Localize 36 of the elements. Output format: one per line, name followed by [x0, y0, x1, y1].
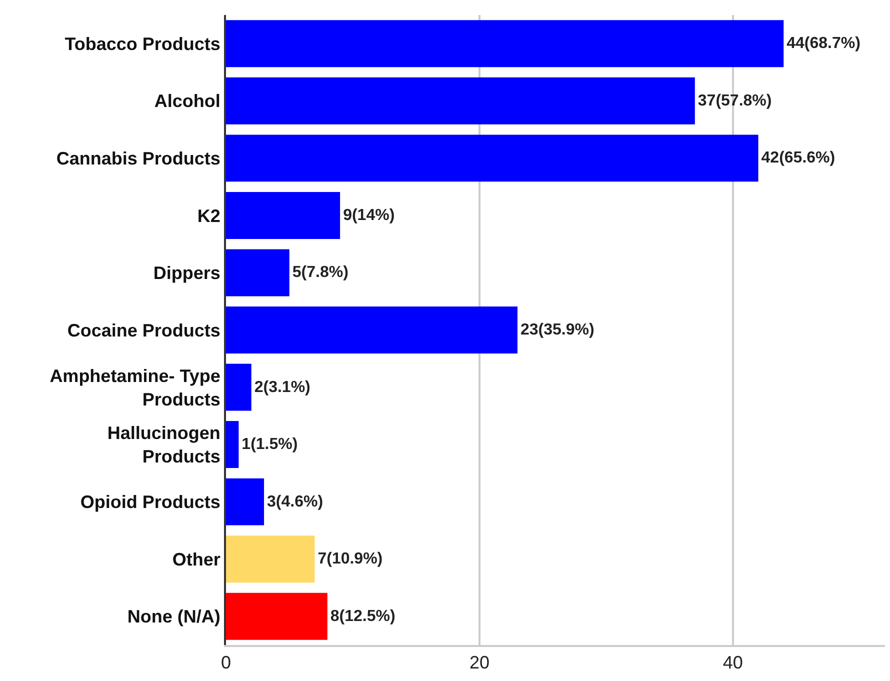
- bar: [226, 592, 328, 640]
- bar: [226, 421, 239, 468]
- x-tick-label: 20: [469, 652, 490, 672]
- data-label: 42(65.6%): [761, 150, 836, 167]
- data-label: 7(10.9%): [318, 550, 383, 568]
- bar: [226, 20, 784, 68]
- bar: [226, 134, 758, 182]
- data-label: 5(7.8%): [292, 264, 348, 282]
- y-tick-label: Other: [172, 549, 220, 570]
- bar: [226, 536, 315, 583]
- y-tick-label: K2: [197, 206, 220, 226]
- data-label: 2(3.1%): [254, 378, 310, 396]
- y-tick-label: Hallucinogen Products: [107, 423, 220, 467]
- bar: [226, 478, 264, 526]
- data-label: 37(57.8%): [698, 92, 772, 110]
- bar: [226, 249, 290, 296]
- x-tick-label: 40: [722, 652, 743, 672]
- data-label: 3(4.6%): [267, 493, 324, 510]
- y-tick-label: None (N/A): [127, 606, 220, 627]
- y-tick-label: Opioid Products: [80, 492, 220, 512]
- bar: [226, 364, 252, 411]
- data-label: 1(1.5%): [242, 436, 298, 454]
- bar: [226, 306, 518, 354]
- y-tick-label: Alcohol: [154, 91, 220, 112]
- data-label: 44(68.7%): [786, 35, 860, 52]
- y-tick-label: Dippers: [153, 263, 220, 284]
- y-tick-label: Cocaine Products: [67, 320, 220, 340]
- y-tick-label: Cannabis Products: [56, 148, 220, 168]
- data-label: 8(12.5%): [330, 608, 396, 625]
- y-tick-label: Tobacco Products: [64, 34, 220, 54]
- data-label: 9(14%): [343, 206, 395, 224]
- data-label: 23(35.9%): [520, 322, 594, 338]
- x-tick-label: 0: [220, 652, 232, 672]
- bar: [226, 192, 340, 239]
- y-tick-label: Amphetamine- Type Products: [50, 366, 220, 410]
- bar: [226, 77, 695, 124]
